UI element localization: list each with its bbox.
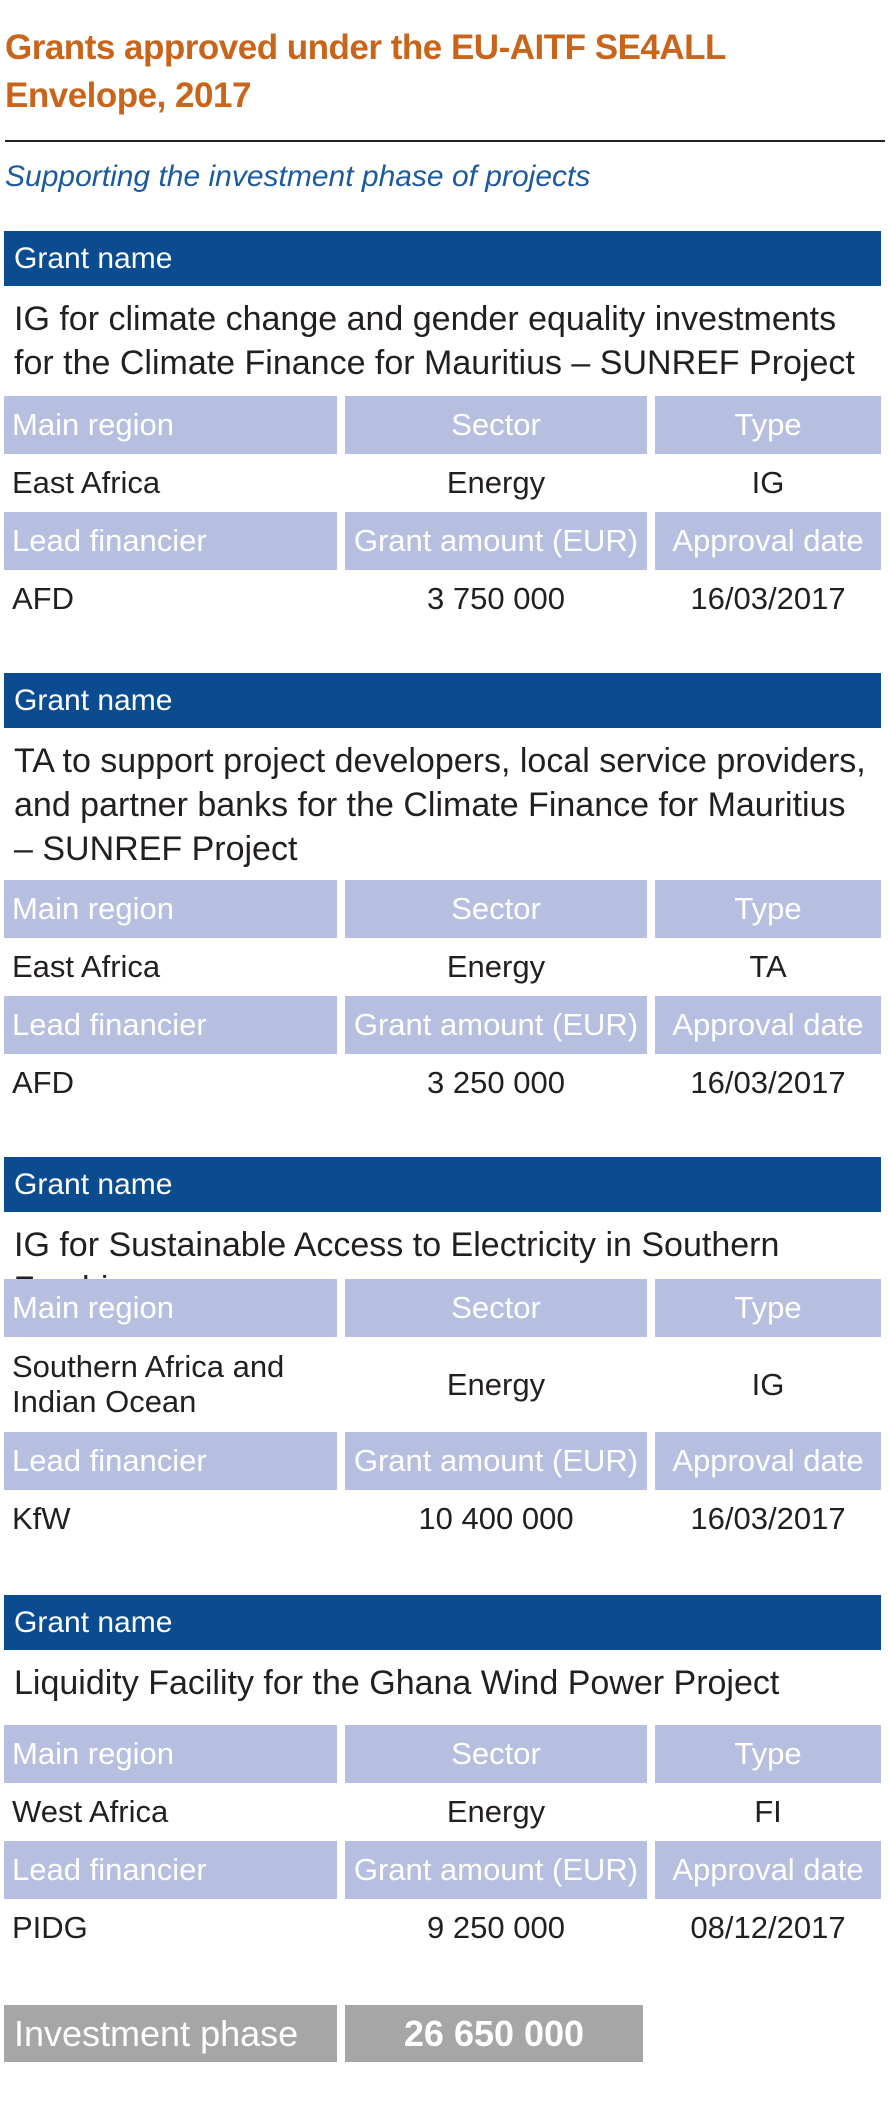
approval-date-value: 08/12/2017: [690, 1910, 846, 1945]
lead-financier-header: Lead financier: [4, 1432, 337, 1490]
lead-financier-value: AFD: [12, 1065, 74, 1100]
approval-date-header: Approval date: [655, 996, 881, 1054]
sector-header: Sector: [345, 880, 647, 938]
value-row: East Africa Energy IG: [4, 454, 881, 512]
value-row: KfW 10 400 000 16/03/2017: [4, 1490, 881, 1548]
main-region-header: Main region: [4, 1725, 337, 1783]
grant-amount-value: 3 250 000: [427, 1065, 565, 1100]
type-header: Type: [655, 1279, 881, 1337]
value-row: AFD 3 250 000 16/03/2017: [4, 1054, 881, 1112]
header-row: Lead financier Grant amount (EUR) Approv…: [4, 1841, 881, 1899]
grant-card: Grant name TA to support project develop…: [4, 673, 881, 1112]
lead-financier-header: Lead financier: [4, 996, 337, 1054]
header-row: Lead financier Grant amount (EUR) Approv…: [4, 512, 881, 570]
main-region-value: East Africa: [12, 949, 161, 984]
page-title: Grants approved under the EU-AITF SE4ALL…: [5, 28, 726, 115]
lead-financier-header: Lead financier: [4, 1841, 337, 1899]
grant-amount-value: 10 400 000: [418, 1501, 574, 1536]
header-row: Lead financier Grant amount (EUR) Approv…: [4, 1432, 881, 1490]
approval-date-header: Approval date: [655, 512, 881, 570]
total-label: Investment phase total: [4, 2005, 337, 2111]
grant-name: IG for Sustainable Access to Electricity…: [14, 1226, 780, 1308]
grant-details: Main region Sector Type East Africa Ener…: [4, 880, 881, 1112]
sector-header: Sector: [345, 396, 647, 454]
main-region-value: East Africa: [12, 465, 161, 500]
value-row: West Africa Energy FI: [4, 1783, 881, 1841]
main-region-header: Main region: [4, 880, 337, 938]
value-row: PIDG 9 250 000 08/12/2017: [4, 1899, 881, 1957]
grant-card: Grant name IG for Sustainable Access to …: [4, 1157, 881, 1548]
lead-financier-header: Lead financier: [4, 512, 337, 570]
grant-name-header: Grant name: [4, 673, 881, 728]
grant-amount-header: Grant amount (EUR): [345, 1841, 647, 1899]
type-value: TA: [749, 949, 787, 984]
approval-date-value: 16/03/2017: [690, 581, 846, 616]
header-row: Lead financier Grant amount (EUR) Approv…: [4, 996, 881, 1054]
title-divider: [5, 140, 885, 142]
value-row: AFD 3 750 000 16/03/2017: [4, 570, 881, 628]
grant-amount-value: 9 250 000: [427, 1910, 565, 1945]
grant-card: Grant name IG for climate change and gen…: [4, 231, 881, 628]
value-row: Southern Africa and Indian Ocean Energy …: [4, 1337, 881, 1432]
type-value: IG: [751, 465, 785, 500]
sector-value: Energy: [446, 465, 546, 500]
type-value: FI: [754, 1794, 782, 1829]
header-row: Main region Sector Type: [4, 1725, 881, 1783]
sector-value: Energy: [446, 949, 546, 984]
grant-card: Grant name Liquidity Facility for the Gh…: [4, 1595, 881, 1957]
approval-date-value: 16/03/2017: [690, 1501, 846, 1536]
grant-name-header: Grant name: [4, 1157, 881, 1212]
sector-value: Energy: [446, 1794, 546, 1829]
type-header: Type: [655, 396, 881, 454]
header-row: Main region Sector Type: [4, 880, 881, 938]
grant-amount-value: 3 750 000: [427, 581, 565, 616]
grant-amount-header: Grant amount (EUR): [345, 1432, 647, 1490]
approval-date-value: 16/03/2017: [690, 1065, 846, 1100]
value-row: East Africa Energy TA: [4, 938, 881, 996]
grant-amount-header: Grant amount (EUR): [345, 512, 647, 570]
lead-financier-value: AFD: [12, 581, 74, 616]
sector-header: Sector: [345, 1279, 647, 1337]
type-value: IG: [751, 1367, 785, 1402]
grant-name: IG for climate change and gender equalit…: [14, 300, 855, 382]
total-value: 26 650 000: [345, 2005, 643, 2062]
main-region-header: Main region: [4, 396, 337, 454]
header-row: Main region Sector Type: [4, 1279, 881, 1337]
grant-name-header: Grant name: [4, 1595, 881, 1650]
header-row: Main region Sector Type: [4, 396, 881, 454]
grant-details: Main region Sector Type West Africa Ener…: [4, 1725, 881, 1957]
approval-date-header: Approval date: [655, 1841, 881, 1899]
grant-details: Main region Sector Type East Africa Ener…: [4, 396, 881, 628]
sector-value: Energy: [446, 1367, 546, 1402]
lead-financier-value: PIDG: [12, 1910, 88, 1945]
grant-name-header: Grant name: [4, 231, 881, 286]
main-region-value: West Africa: [12, 1794, 169, 1829]
main-region-value: Southern Africa and Indian Ocean: [12, 1349, 285, 1419]
lead-financier-value: KfW: [12, 1501, 71, 1536]
grant-amount-header: Grant amount (EUR): [345, 996, 647, 1054]
type-header: Type: [655, 1725, 881, 1783]
sector-header: Sector: [345, 1725, 647, 1783]
main-region-header: Main region: [4, 1279, 337, 1337]
approval-date-header: Approval date: [655, 1432, 881, 1490]
type-header: Type: [655, 880, 881, 938]
grant-name: TA to support project developers, local …: [14, 742, 866, 868]
grant-name: Liquidity Facility for the Ghana Wind Po…: [14, 1664, 780, 1702]
grant-details: Main region Sector Type Southern Africa …: [4, 1279, 881, 1548]
page-subtitle: Supporting the investment phase of proje…: [5, 160, 591, 193]
